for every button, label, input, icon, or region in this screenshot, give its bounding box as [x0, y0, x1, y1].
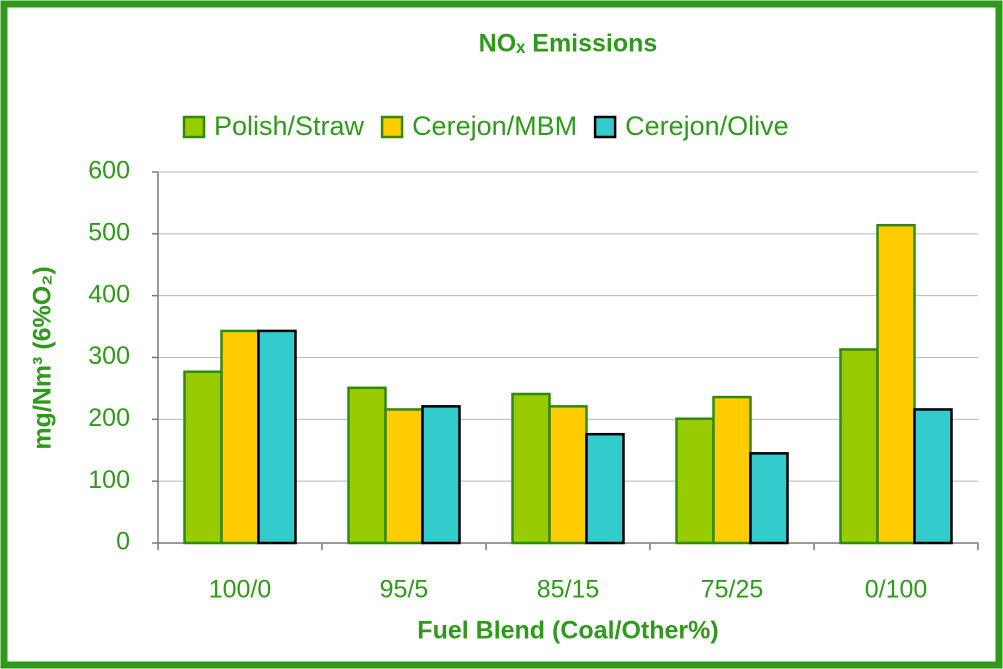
x-tick-label: 100/0 — [209, 576, 272, 604]
legend-label: Cerejon/Olive — [625, 111, 789, 141]
y-axis-label: mg/Nm³ (6%O₂) — [29, 266, 57, 449]
legend-swatch — [380, 115, 404, 139]
x-tick-label: 85/15 — [537, 576, 600, 604]
x-tick-label: 75/25 — [701, 576, 764, 604]
bar — [548, 405, 588, 545]
y-tick-label: 500 — [88, 218, 130, 246]
x-tick-label: 0/100 — [865, 576, 928, 604]
bar — [183, 370, 223, 545]
legend-swatch — [593, 115, 617, 139]
bar — [585, 432, 625, 545]
bar — [839, 348, 879, 545]
legend-label: Polish/Straw — [214, 111, 365, 141]
bar — [384, 408, 424, 545]
bar — [675, 417, 715, 545]
bar — [220, 329, 260, 545]
bar — [712, 395, 752, 545]
bar — [421, 405, 461, 545]
bar — [511, 392, 551, 545]
x-axis-label: Fuel Blend (Coal/Other%) — [417, 617, 718, 645]
legend-swatch — [182, 115, 206, 139]
y-tick-label: 200 — [88, 404, 130, 432]
bar — [257, 329, 297, 545]
y-tick-label: 100 — [88, 466, 130, 494]
legend-label: Cerejon/MBM — [412, 111, 577, 141]
y-tick-label: 600 — [88, 157, 130, 185]
y-tick-label: 0 — [116, 528, 130, 556]
bar — [876, 223, 916, 545]
bar — [347, 386, 387, 545]
bar — [749, 452, 789, 545]
y-tick-label: 400 — [88, 280, 130, 308]
x-tick-label: 95/5 — [380, 576, 429, 604]
chart-title: NOₓ Emissions — [479, 30, 658, 58]
bar — [913, 408, 953, 545]
y-tick-label: 300 — [88, 342, 130, 370]
